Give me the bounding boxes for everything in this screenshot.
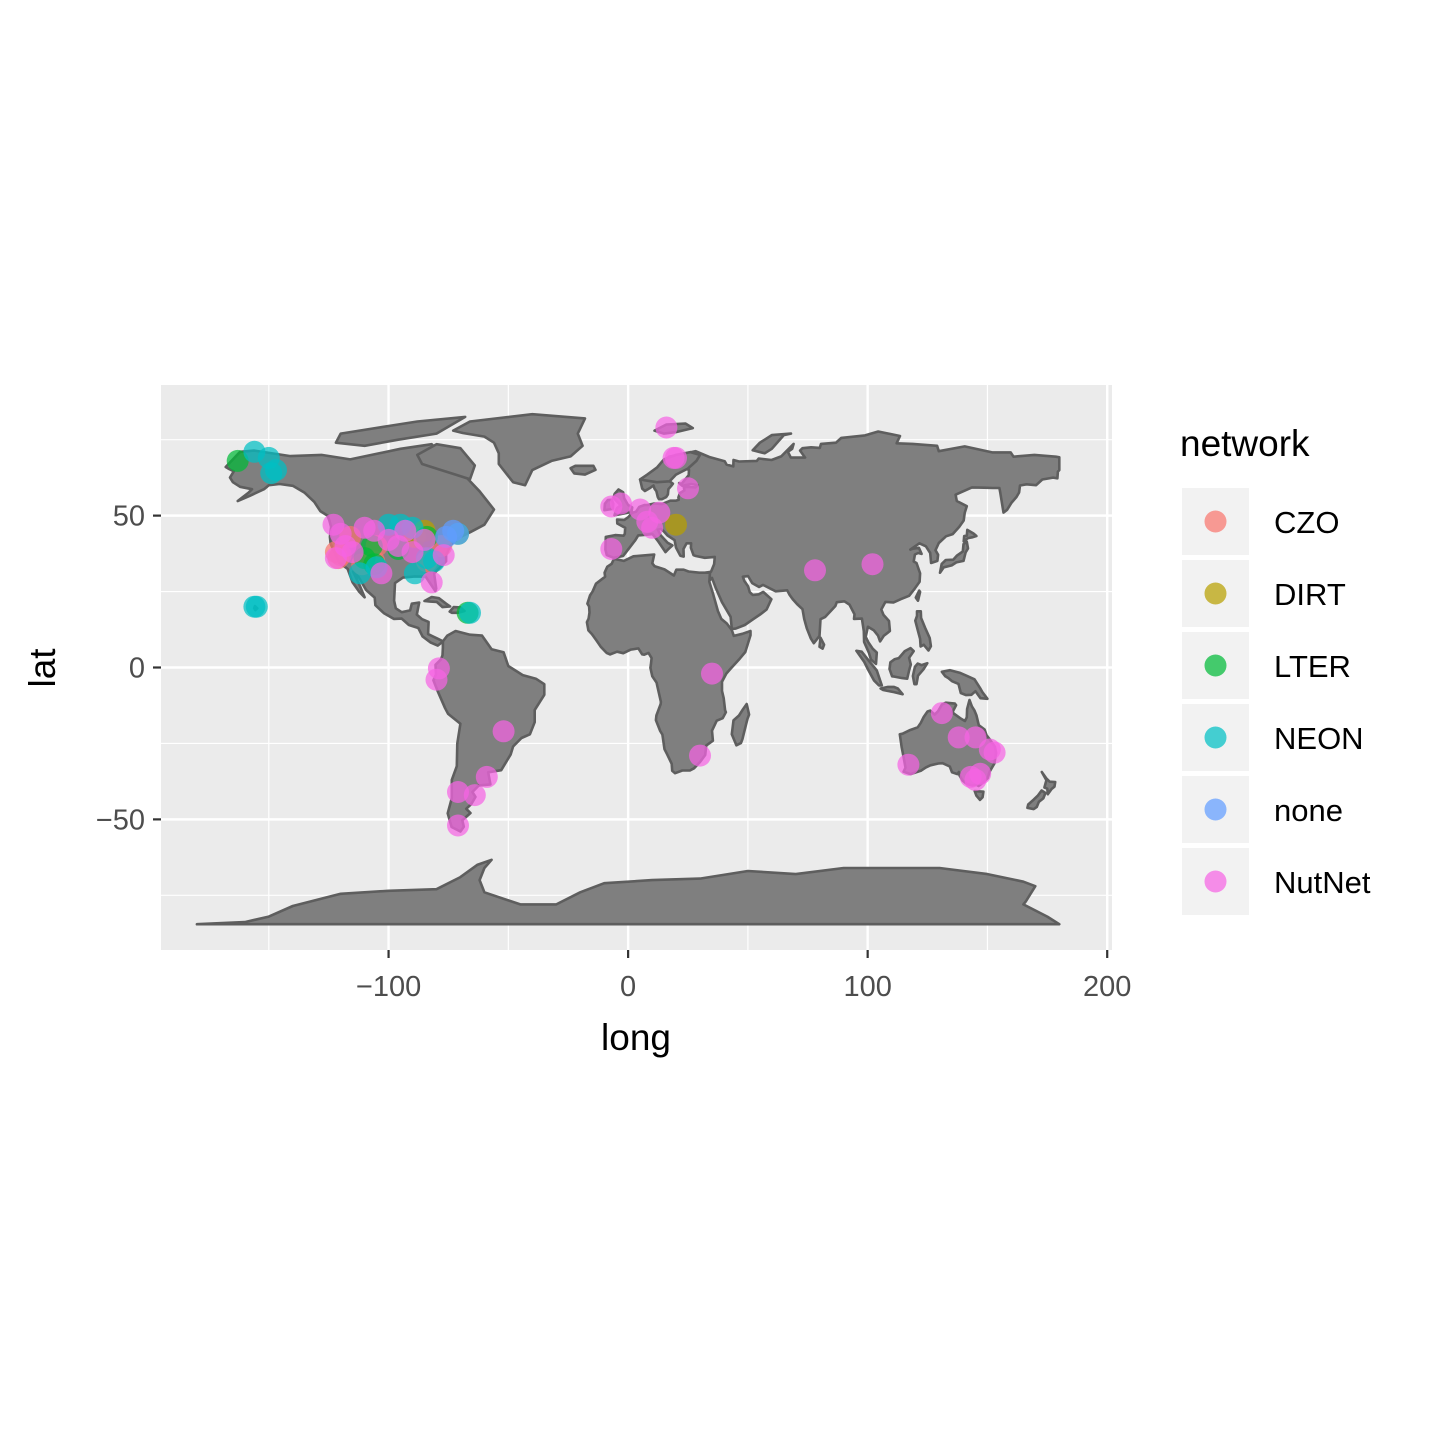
legend-label: CZO [1274,505,1339,540]
point-neon [260,462,283,485]
land-iceland [569,464,597,476]
point-nutnet [689,744,711,767]
y-axis-title: lat [22,648,63,688]
legend-item-czo: CZO [1182,488,1339,555]
legend-label: NutNet [1274,865,1371,900]
point-nutnet [665,446,687,469]
point-nutnet [447,814,469,837]
point-nutnet [947,726,970,749]
land-greenland [451,412,587,487]
land-hokkaido [962,528,978,543]
point-nutnet [983,741,1006,764]
land-madagascar [730,702,751,747]
legend-label: NEON [1274,721,1364,756]
land-taiwan [914,589,922,602]
legend-label: none [1274,793,1343,828]
point-nutnet [324,547,347,570]
land-sri-lanka [818,636,826,650]
legend-item-nutnet: NutNet [1182,848,1371,915]
land-new-zealand-north [1040,770,1057,796]
point-nutnet [964,726,987,749]
data-points [226,416,1006,837]
legend-key-point [1204,726,1227,749]
y-tick-label: −50 [96,804,145,836]
point-nutnet [463,784,486,807]
point-nutnet [394,519,417,542]
legend-title: network [1180,423,1310,464]
legend-key-point [1204,654,1227,677]
land-antarctica [195,858,1061,926]
land-africa [585,553,752,775]
land-java [879,685,904,696]
legend-item-neon: NEON [1182,704,1364,771]
land-new-guinea [940,668,989,701]
x-tick-label: 100 [843,971,891,1003]
x-tick-label: 200 [1083,971,1131,1003]
point-none [447,522,469,545]
point-neon [403,562,426,585]
legend-key-point [1204,510,1227,533]
point-nutnet [861,553,884,576]
land-tasmania [973,789,985,802]
land-sulawesi [911,661,929,686]
point-nutnet [701,662,723,685]
point-nutnet [959,765,982,788]
legend-key-point [1204,582,1227,605]
series-nutnet [322,416,1006,837]
legend-label: LTER [1274,649,1351,684]
point-nutnet [648,501,671,524]
land-sumatra [855,649,884,687]
land-new-zealand-south [1026,789,1047,811]
land-arctic-archipelago [334,415,467,448]
point-nutnet [609,492,632,515]
point-nutnet [425,668,448,691]
point-neon [459,601,481,624]
point-nutnet [401,541,424,564]
x-tick-label: −100 [356,971,421,1003]
land-novaya-zemlya [751,432,793,455]
point-nutnet [655,416,678,439]
point-nutnet [677,477,699,500]
y-tick-label: 0 [129,653,145,685]
point-nutnet [370,562,393,585]
point-nutnet [432,544,455,567]
point-nutnet [447,781,469,803]
point-nutnet [475,765,498,788]
land-borneo [888,646,915,680]
point-lter [226,449,249,472]
point-nutnet [363,519,386,542]
land-japan [938,540,970,574]
axes: −100 0 100 200 −50 0 50 [96,501,1132,1003]
point-neon [348,562,371,585]
point-dirt [665,513,687,536]
legend-key-point [1204,798,1227,821]
legend-item-dirt: DIRT [1182,560,1346,627]
x-tick-label: 0 [620,971,636,1003]
y-tick-label: 50 [113,501,145,533]
point-nutnet [897,753,920,776]
land-philippines [914,610,933,652]
x-axis-title: long [601,1017,671,1058]
point-nutnet [492,720,515,743]
point-nutnet [420,571,443,594]
legend-item-lter: LTER [1182,632,1351,699]
land-eurasia [604,430,1061,666]
legend-item-none: none [1182,776,1343,843]
point-nutnet [930,702,953,725]
point-nutnet [804,559,826,582]
legend-key-point [1204,870,1227,893]
point-neon [243,595,266,618]
legend-label: DIRT [1274,577,1346,612]
point-nutnet [600,538,623,560]
legend: network CZO DIRT LTER NEON none NutNet [1180,423,1371,915]
series-none [435,519,469,548]
land-baffin-island [416,442,477,481]
land-cuba [423,595,452,609]
